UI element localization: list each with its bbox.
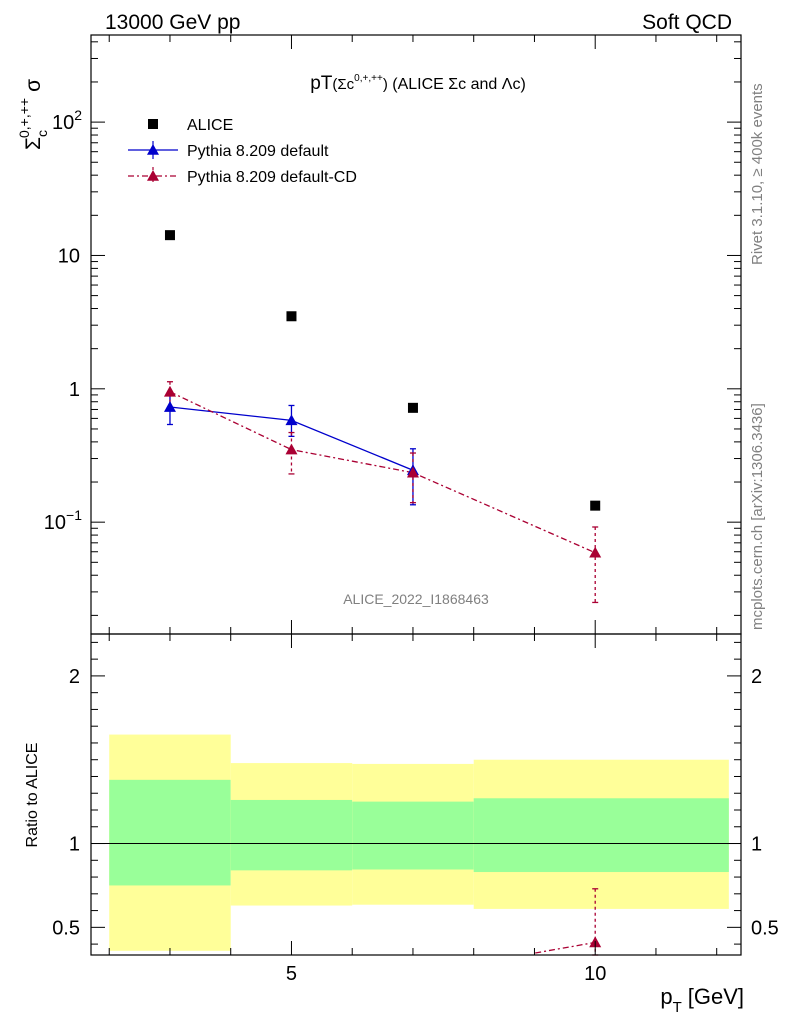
x-tick-label-5: 5 — [286, 963, 297, 985]
legend-0-marker — [148, 119, 158, 129]
header-left: 13000 GeV pp — [105, 11, 240, 34]
x-tick-label-10: 10 — [584, 963, 606, 985]
marker-pythia-8-209-default-cd-2 — [406, 466, 419, 478]
marker-alice-3 — [590, 500, 601, 511]
analysis-watermark: ALICE_2022_I1868463 — [343, 591, 489, 607]
marker-alice-2 — [407, 402, 418, 413]
ratio-band-inner-3 — [473, 798, 729, 873]
marker-alice-1 — [286, 311, 297, 322]
legend-1-marker — [147, 144, 159, 155]
legend-0-label: ALICE — [187, 117, 233, 134]
ratio-band-inner-2 — [352, 801, 474, 870]
ratio-line-default-cd — [535, 941, 596, 954]
ratio-bands — [91, 734, 741, 951]
series-line-pythia-8-209-default-cd — [169, 391, 596, 554]
marker-pythia-8-209-default-0 — [163, 401, 176, 412]
legend-2-marker — [147, 170, 159, 181]
svg-text:Σc0,+,++σ: Σc0,+,++σ — [16, 79, 50, 150]
plot-title: pT(Σc0,+,++) (ALICE Σc and Λc) — [310, 73, 526, 94]
plot-frames — [90, 34, 742, 956]
y-tick-label-1: 1 — [69, 379, 80, 401]
marker-pythia-8-209-default-cd-1 — [285, 443, 298, 455]
ratio-tick-label-right-1: 1 — [751, 834, 762, 856]
legend: ALICE Pythia 8.209 default Pythia 8.209 de… — [128, 117, 357, 186]
ratio-axis-label: Ratio to ALICE — [24, 743, 41, 848]
header-right: Soft QCD — [642, 11, 732, 34]
ratio-tick-label-left-2: 2 — [69, 666, 80, 688]
legend-2-label: Pythia 8.209 default-CD — [187, 169, 357, 186]
legend-1-label: Pythia 8.209 default — [187, 143, 329, 160]
tick-labels: 5 10 10−1 1 10 102 0.5 0.5 1 1 2 2 — [44, 107, 779, 985]
ratio-tick-label-left-1: 1 — [69, 834, 80, 856]
ratio-tick-label-left-0: 0.5 — [52, 917, 80, 939]
ratio-frame — [90, 633, 742, 956]
marker-pythia-8-209-default-cd-0 — [163, 385, 176, 397]
y-axis-label: Σc0,+,++σ — [16, 79, 50, 150]
marker-pythia-8-209-default-cd-3 — [589, 546, 602, 558]
x-axis-label: pT [GeV] — [660, 984, 744, 1016]
y-tick-label-3: 102 — [52, 107, 82, 134]
rivet-label: Rivet 3.1.10, ≥ 400k events — [749, 83, 766, 265]
marker-pythia-8-209-default-1 — [285, 414, 298, 426]
ratio-tick-label-right-2: 2 — [751, 666, 762, 688]
y-tick-label-2: 10 — [58, 245, 80, 267]
marker-alice-0 — [164, 230, 175, 241]
ratio-tick-label-right-0: 0.5 — [751, 917, 779, 939]
data-markers — [163, 230, 602, 948]
axis-ticks — [91, 35, 741, 955]
ratio-band-inner-1 — [230, 799, 353, 871]
y-tick-label-0: 10−1 — [44, 507, 82, 534]
mcplots-label: mcplots.cern.ch [arXiv:1306.3436] — [749, 403, 766, 630]
ratio-band-inner-0 — [109, 779, 231, 886]
